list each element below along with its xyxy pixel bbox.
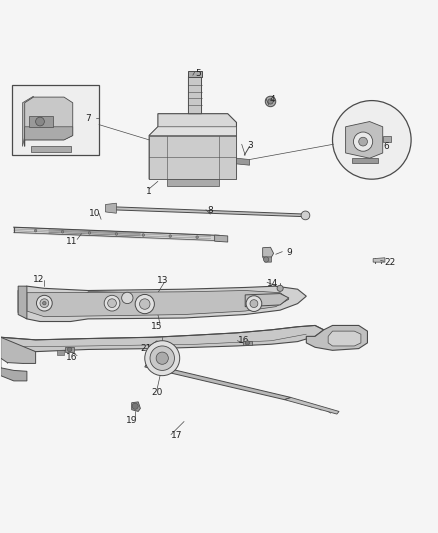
Polygon shape	[149, 114, 237, 179]
Circle shape	[245, 341, 250, 345]
Circle shape	[301, 211, 310, 220]
Polygon shape	[1, 337, 35, 364]
Text: 3: 3	[247, 141, 253, 150]
Circle shape	[34, 229, 37, 232]
Circle shape	[108, 299, 117, 308]
Polygon shape	[110, 207, 306, 217]
Circle shape	[61, 230, 64, 233]
Polygon shape	[346, 122, 383, 158]
Text: 19: 19	[126, 416, 138, 425]
Text: 21: 21	[140, 344, 152, 353]
Circle shape	[35, 117, 44, 126]
Polygon shape	[29, 116, 53, 127]
Polygon shape	[237, 158, 250, 165]
Circle shape	[359, 138, 367, 146]
Text: 8: 8	[207, 206, 213, 215]
Circle shape	[196, 236, 198, 238]
Polygon shape	[1, 358, 27, 381]
Polygon shape	[22, 96, 33, 147]
Polygon shape	[166, 179, 219, 185]
Text: 16: 16	[238, 336, 249, 345]
Circle shape	[140, 299, 150, 309]
Polygon shape	[352, 158, 378, 163]
Polygon shape	[25, 97, 73, 147]
Polygon shape	[188, 72, 201, 114]
Polygon shape	[106, 203, 117, 213]
Text: 16: 16	[66, 353, 77, 362]
Polygon shape	[263, 257, 272, 262]
Circle shape	[246, 296, 262, 311]
Polygon shape	[285, 398, 339, 414]
Polygon shape	[328, 331, 361, 346]
Circle shape	[104, 295, 120, 311]
Circle shape	[264, 257, 269, 262]
Circle shape	[277, 285, 283, 292]
Polygon shape	[243, 341, 252, 345]
Polygon shape	[27, 290, 289, 317]
Text: 22: 22	[385, 257, 396, 266]
Text: 15: 15	[151, 322, 163, 331]
Polygon shape	[383, 135, 392, 142]
Polygon shape	[1, 326, 324, 352]
Bar	[12, 85, 99, 155]
Polygon shape	[187, 71, 202, 77]
Text: 1: 1	[146, 187, 152, 196]
Polygon shape	[373, 258, 385, 262]
Polygon shape	[57, 350, 64, 354]
Circle shape	[36, 295, 52, 311]
Text: 20: 20	[151, 387, 162, 397]
Text: 6: 6	[383, 142, 389, 151]
Circle shape	[132, 403, 138, 409]
Polygon shape	[149, 127, 237, 135]
Text: 10: 10	[89, 209, 100, 218]
Text: 17: 17	[170, 431, 182, 440]
Circle shape	[122, 292, 133, 304]
Text: 9: 9	[286, 248, 292, 257]
Text: 7: 7	[85, 114, 91, 123]
Circle shape	[265, 96, 276, 107]
Polygon shape	[65, 348, 74, 352]
Polygon shape	[18, 286, 306, 321]
Circle shape	[169, 235, 172, 237]
Polygon shape	[132, 402, 141, 411]
Circle shape	[115, 232, 118, 235]
Text: 11: 11	[66, 237, 77, 246]
Circle shape	[156, 352, 168, 364]
Polygon shape	[215, 235, 228, 242]
Circle shape	[268, 99, 273, 104]
Circle shape	[353, 132, 373, 151]
Polygon shape	[149, 135, 237, 179]
Circle shape	[250, 300, 258, 308]
Circle shape	[40, 299, 49, 308]
Circle shape	[142, 233, 145, 236]
Polygon shape	[306, 326, 367, 350]
Polygon shape	[263, 247, 274, 259]
Circle shape	[67, 348, 72, 352]
Polygon shape	[25, 127, 73, 140]
Circle shape	[88, 231, 91, 234]
Circle shape	[135, 294, 154, 313]
Polygon shape	[245, 294, 289, 306]
Circle shape	[42, 302, 46, 305]
Polygon shape	[31, 147, 71, 152]
Circle shape	[145, 341, 180, 376]
Text: 13: 13	[156, 276, 168, 285]
Polygon shape	[18, 286, 27, 319]
Text: 12: 12	[33, 275, 45, 284]
Text: 14: 14	[267, 279, 278, 288]
Circle shape	[332, 101, 411, 179]
Text: 4: 4	[269, 95, 275, 104]
Text: 5: 5	[195, 69, 201, 78]
Circle shape	[150, 346, 174, 370]
Polygon shape	[145, 364, 291, 400]
